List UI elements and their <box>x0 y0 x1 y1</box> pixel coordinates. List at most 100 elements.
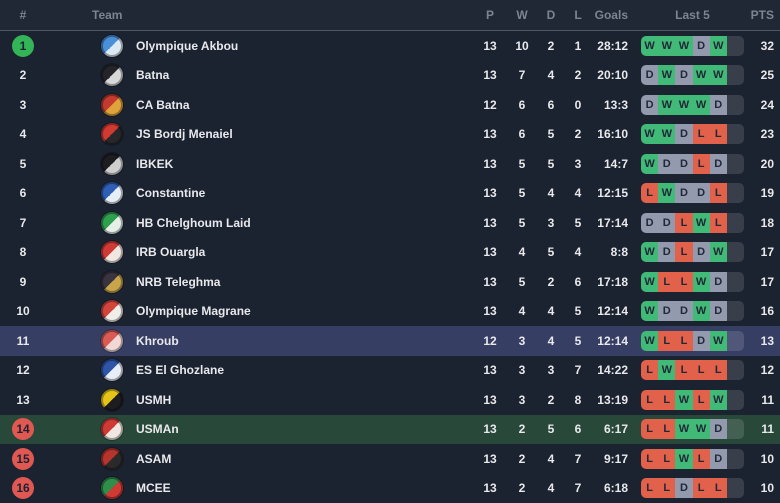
rank-badge: 11 <box>16 333 30 348</box>
team-crest-icon <box>101 388 123 411</box>
draws-value: 5 <box>547 245 555 260</box>
form-result-l: L <box>709 124 727 145</box>
form-result-w: W <box>641 242 659 263</box>
wins-value: 4 <box>518 245 526 260</box>
draws-value: 4 <box>547 451 555 466</box>
form-result-w: W <box>641 153 659 174</box>
team-name[interactable]: NRB Teleghma <box>136 274 221 289</box>
header-points[interactable]: PTS <box>750 8 774 22</box>
played-value: 13 <box>483 68 497 83</box>
form-result-d: D <box>709 94 727 115</box>
form-empty-slot <box>726 330 744 351</box>
team-name[interactable]: ASAM <box>136 451 172 466</box>
form-result-l: L <box>658 478 676 499</box>
points-value: 11 <box>761 392 774 407</box>
team-name[interactable]: Constantine <box>136 186 206 201</box>
form-result-l: L <box>641 389 659 410</box>
team-name[interactable]: Khroub <box>136 333 179 348</box>
header-team[interactable]: Team <box>92 8 123 22</box>
draws-value: 4 <box>547 304 555 319</box>
header-last5[interactable]: Last 5 <box>675 8 710 22</box>
rank-badge: 16 <box>12 477 34 500</box>
rank-badge: 6 <box>19 186 27 201</box>
team-name[interactable]: USMAn <box>136 422 179 437</box>
rank-badge: 1 <box>12 34 34 57</box>
header-played[interactable]: P <box>485 8 494 22</box>
form-result-l: L <box>675 360 693 381</box>
form-result-d: D <box>692 35 710 56</box>
draws-value: 4 <box>547 333 555 348</box>
form-result-d: D <box>709 419 727 440</box>
form-result-w: W <box>675 35 693 56</box>
points-value: 20 <box>760 156 774 171</box>
team-name[interactable]: JS Bordj Menaiel <box>136 127 233 142</box>
form-result-l: L <box>658 448 676 469</box>
form-result-l: L <box>709 183 727 204</box>
team-name[interactable]: USMH <box>136 392 172 407</box>
header-draws[interactable]: D <box>546 8 556 22</box>
form-result-l: L <box>709 212 727 233</box>
played-value: 13 <box>483 127 497 142</box>
header-losses[interactable]: L <box>574 8 582 22</box>
form-result-w: W <box>692 212 710 233</box>
header-wins[interactable]: W <box>516 8 528 22</box>
team-name[interactable]: Batna <box>136 68 170 83</box>
team-crest-icon <box>101 182 123 205</box>
team-logo-cell <box>100 123 124 146</box>
team-name[interactable]: Olympique Akbou <box>136 38 239 53</box>
form-result-l: L <box>641 183 659 204</box>
played-value: 13 <box>483 363 497 378</box>
team-name[interactable]: CA Batna <box>136 97 190 112</box>
goals-value: 14:7 <box>603 156 628 171</box>
form-result-l: L <box>692 153 710 174</box>
team-name[interactable]: IRB Ouargla <box>136 245 206 260</box>
team-crest-icon <box>101 64 123 87</box>
played-value: 13 <box>483 304 497 319</box>
form-result-d: D <box>692 242 710 263</box>
form-result-d: D <box>641 94 659 115</box>
goals-value: 13:19 <box>597 392 628 407</box>
header-goals[interactable]: Goals <box>594 8 628 22</box>
team-logo-cell <box>100 182 124 205</box>
form-empty-slot <box>726 212 744 233</box>
team-name[interactable]: ES El Ghozlane <box>136 363 225 378</box>
rank-cell: 12 <box>0 359 46 381</box>
rank-badge: 12 <box>16 363 30 378</box>
rank-cell: 13 <box>0 389 46 411</box>
wins-value: 6 <box>518 97 526 112</box>
team-name[interactable]: IBKEK <box>136 156 174 171</box>
team-name[interactable]: HB Chelghoum Laid <box>136 215 251 230</box>
rank-badge: 5 <box>19 156 27 171</box>
team-name[interactable]: MCEE <box>136 481 171 496</box>
wins-value: 5 <box>518 186 526 201</box>
played-value: 13 <box>483 156 497 171</box>
form-empty-slot <box>726 94 744 115</box>
form-result-w: W <box>675 389 693 410</box>
team-name[interactable]: Olympique Magrane <box>136 304 251 319</box>
